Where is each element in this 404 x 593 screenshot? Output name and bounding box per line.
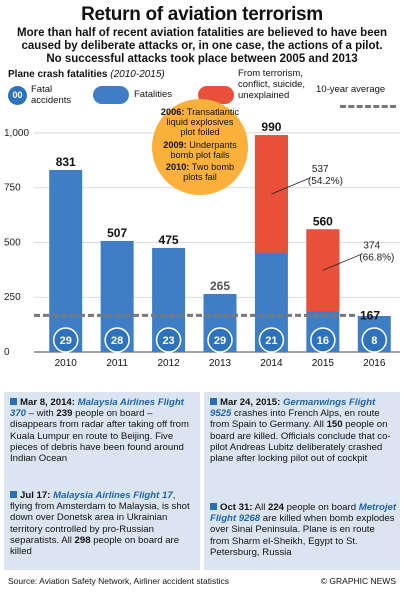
bullet-icon bbox=[10, 398, 17, 405]
y-tick-label: 500 bbox=[4, 237, 21, 248]
story-panel-right bbox=[204, 392, 400, 570]
y-tick-label: 750 bbox=[4, 183, 21, 194]
subtitle-line: More than half of recent aviation fatali… bbox=[16, 27, 388, 39]
callout-item: 2009: Underpants bomb plot fails bbox=[163, 139, 237, 160]
y-tick-label: 250 bbox=[4, 292, 21, 303]
y-axis: 1,000 750 500 250 0 bbox=[4, 128, 29, 358]
bar-value-label: 507 bbox=[107, 226, 127, 240]
accident-circle bbox=[258, 327, 285, 353]
chart-heading-years: (2010-2015) bbox=[110, 69, 165, 80]
story-germanwings: Mar 24, 2015: Germanwings Flight 9525 cr… bbox=[210, 397, 391, 465]
legend-average-label: 10-year average bbox=[316, 84, 386, 95]
accident-circle bbox=[361, 327, 388, 353]
source-note: Source: Aviation Safety Network, Airline… bbox=[8, 576, 229, 586]
average-line-group: 167 bbox=[34, 308, 380, 322]
chart-heading: Plane crash fatalities (2010-2015) bbox=[8, 69, 165, 80]
chart-heading-bold: Plane crash fatalities bbox=[8, 69, 108, 80]
accident-circle bbox=[52, 327, 79, 353]
accident-count: 23 bbox=[162, 335, 174, 347]
footer: Source: Aviation Safety Network, Airline… bbox=[8, 576, 396, 586]
x-tick-label: 2011 bbox=[106, 358, 128, 369]
plots-callout: 2006: Transatlantic liquid explosives pl… bbox=[152, 99, 248, 195]
x-tick-label: 2016 bbox=[363, 358, 386, 369]
accident-circle bbox=[310, 327, 336, 353]
x-axis: 2010 2011 2012 2013 2014 2015 2016 bbox=[55, 358, 386, 369]
bullet-icon bbox=[210, 503, 217, 510]
accident-count: 29 bbox=[214, 335, 226, 347]
terror-percent-label: (66.8%) bbox=[359, 252, 394, 263]
terror-value-label: 374 bbox=[363, 240, 380, 251]
terror-pointer bbox=[271, 177, 311, 195]
subtitle: More than half of recent aviation fatali… bbox=[4, 27, 400, 66]
legend-fatalities-swatch bbox=[93, 86, 129, 104]
fatality-bar bbox=[49, 169, 83, 352]
callout-item: 2010: Two bomb plots fail bbox=[165, 162, 235, 183]
subtitle-line: No successful attacks took place between… bbox=[46, 53, 358, 65]
page-title: Return of aviation terrorism bbox=[81, 4, 323, 25]
terror-pointer bbox=[322, 253, 362, 271]
callout-item: 2006: Transatlantic liquid explosives pl… bbox=[160, 107, 240, 138]
legend-accidents-swatch: 00 bbox=[8, 86, 27, 105]
story-panel-left bbox=[4, 392, 200, 570]
bar-value-label: 831 bbox=[56, 155, 76, 169]
bar-value-label: 265 bbox=[210, 279, 230, 293]
y-tick-label: 0 bbox=[4, 347, 10, 358]
accident-circle bbox=[104, 327, 130, 353]
story-metrojet: Oct 31: All 224 people on board Metrojet… bbox=[210, 502, 397, 558]
chart-value-labels: 831 507 475 265 990 560 537(54.2%) 374(66.8%) bbox=[56, 120, 395, 293]
story-mh17: Jul 17: Malaysia Airlines Flight 17, fly… bbox=[10, 490, 190, 558]
x-tick-label: 2012 bbox=[157, 358, 180, 369]
accident-count: 16 bbox=[317, 335, 329, 347]
accident-count: 8 bbox=[371, 335, 377, 347]
credit: © GRAPHIC NEWS bbox=[320, 576, 396, 586]
legend-terror-label: From terrorism, conflict, suicide, unexp… bbox=[238, 68, 306, 101]
x-tick-label: 2014 bbox=[260, 358, 283, 369]
terror-value-label: 537 bbox=[312, 164, 329, 175]
bar-value-label: 475 bbox=[159, 233, 179, 247]
x-tick-label: 2010 bbox=[55, 358, 78, 369]
x-tick-label: 2015 bbox=[312, 358, 335, 369]
legend-fatalities-label: Fatalities bbox=[134, 89, 173, 100]
accident-circle bbox=[207, 327, 233, 353]
y-tick-label: 1,000 bbox=[4, 128, 29, 139]
legend-average-line bbox=[340, 105, 396, 108]
accident-count: 29 bbox=[60, 335, 72, 347]
terror-percent-label: (54.2%) bbox=[308, 176, 343, 187]
accident-circle bbox=[155, 327, 182, 353]
story-mh370: Mar 8, 2014: Malaysia Airlines Flight 37… bbox=[10, 397, 189, 465]
accident-count: 21 bbox=[265, 335, 277, 347]
subtitle-line: caused by deliberate attacks or, in one … bbox=[21, 40, 383, 52]
bar-value-label: 560 bbox=[313, 214, 333, 228]
accident-circles: 29 28 23 29 21 16 8 bbox=[52, 327, 388, 353]
bullet-icon bbox=[210, 398, 217, 405]
x-tick-label: 2013 bbox=[209, 358, 232, 369]
bullet-icon bbox=[10, 491, 17, 498]
bar-value-label: 990 bbox=[261, 120, 281, 134]
legend-accidents-label: Fatal accidents bbox=[31, 84, 72, 106]
average-value-label: 167 bbox=[360, 308, 380, 322]
accident-count: 28 bbox=[111, 335, 123, 347]
